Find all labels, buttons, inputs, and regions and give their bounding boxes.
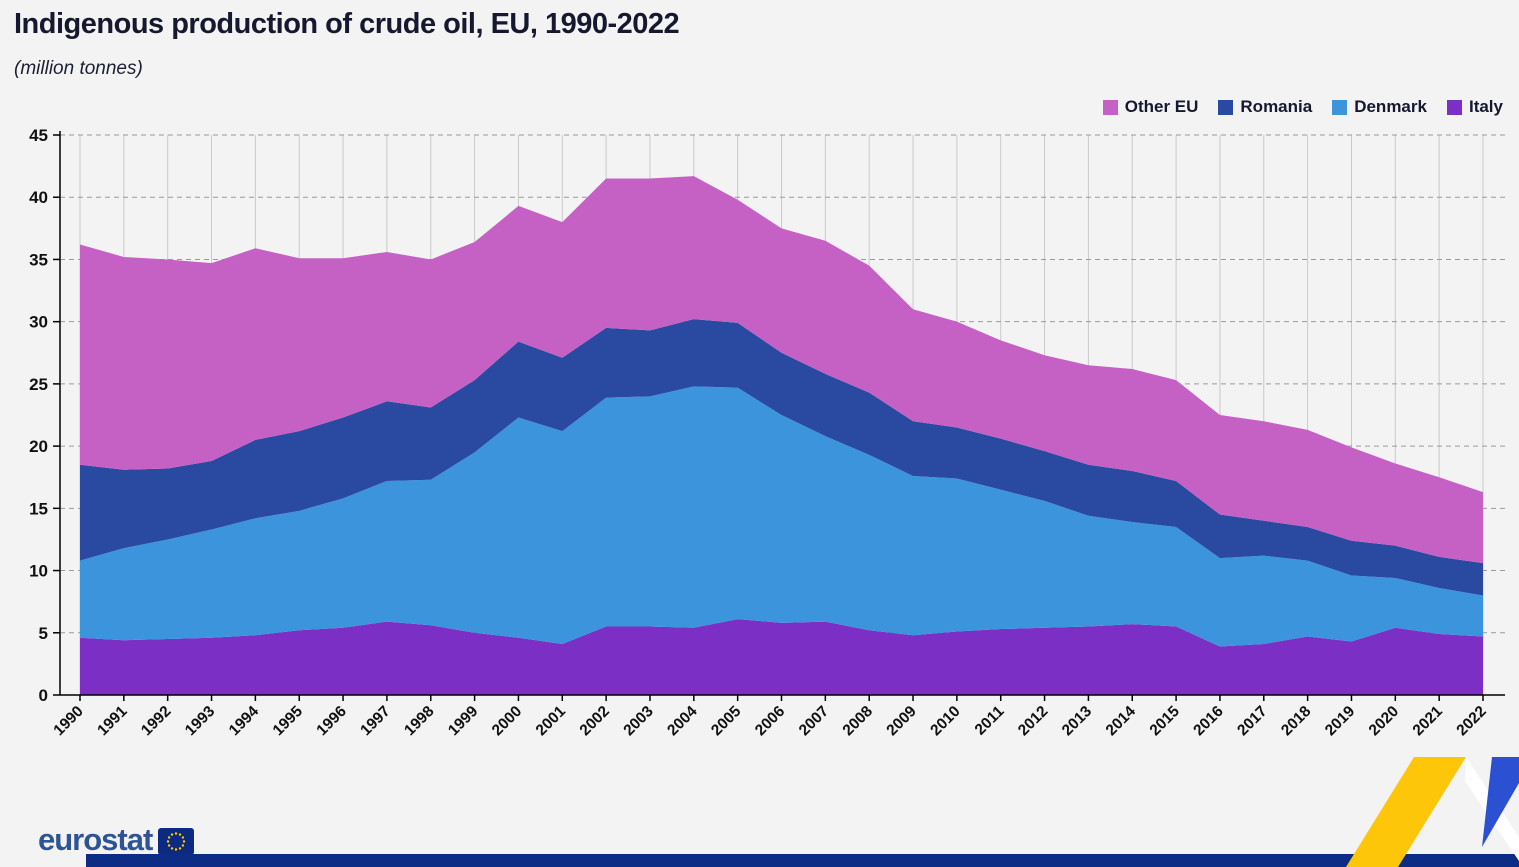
area-italy: [80, 619, 1483, 695]
x-tick-label: 2010: [927, 703, 963, 739]
area-romania: [80, 319, 1483, 596]
y-tick-label: 0: [39, 686, 48, 705]
area-denmark: [80, 386, 1483, 647]
x-tick-label: 2003: [620, 703, 657, 740]
x-tick-label: 2013: [1059, 703, 1096, 740]
y-tick-label: 35: [29, 250, 48, 269]
legend-swatch: [1102, 99, 1118, 115]
eu-flag-stars: [167, 832, 186, 851]
x-tick-label: 1994: [226, 703, 263, 740]
x-tick-label: 2002: [577, 703, 613, 739]
x-tick-label: 2018: [1278, 703, 1315, 740]
y-tick-label: 10: [29, 562, 48, 581]
chart-title: Indigenous production of crude oil, EU, …: [14, 8, 680, 40]
eurostat-wordmark: eurostat: [38, 822, 153, 857]
x-tick-label: 2019: [1322, 703, 1359, 740]
x-tick-label: 1990: [50, 703, 86, 739]
legend-label: Italy: [1468, 97, 1503, 116]
area-other-eu: [80, 176, 1483, 564]
x-tick-label: 2020: [1366, 703, 1402, 739]
x-tick-label: 1998: [401, 703, 438, 740]
x-tick-label: 2008: [840, 703, 877, 740]
chart-subtitle: (million tonnes): [14, 58, 143, 79]
x-tick-label: 2016: [1190, 703, 1227, 740]
footer-bar: [86, 854, 1519, 867]
legend-swatch: [1446, 99, 1462, 115]
y-tick-label: 5: [39, 624, 48, 643]
legend-item-italy: Italy: [1446, 97, 1503, 117]
eurostat-logo: eurostat: [38, 822, 195, 857]
x-tick-label: 2007: [796, 703, 832, 739]
x-tick-label: 2011: [972, 703, 1008, 739]
x-tick-label: 2012: [1015, 703, 1051, 739]
x-tick-label: 1996: [313, 703, 350, 740]
x-tick-label: 2021: [1410, 703, 1447, 740]
x-tick-label: 1993: [182, 703, 219, 740]
legend-label: Romania: [1240, 97, 1313, 116]
x-tick-label: 2000: [489, 703, 525, 739]
legend-item-other-eu: Other EU: [1102, 97, 1199, 117]
x-tick-label: 2015: [1147, 703, 1184, 740]
legend-item-romania: Romania: [1218, 97, 1312, 117]
legend-label: Other EU: [1124, 97, 1199, 116]
x-tick-label: 2017: [1234, 703, 1270, 739]
legend-swatch: [1332, 99, 1348, 115]
x-tick-label: 2004: [664, 703, 701, 740]
y-tick-label: 20: [29, 437, 48, 456]
x-tick-label: 2006: [752, 703, 789, 740]
y-tick-label: 25: [29, 375, 48, 394]
ribbon-blue-band: [1482, 757, 1519, 847]
legend-label: Denmark: [1354, 97, 1427, 116]
x-tick-label: 1995: [270, 703, 307, 740]
x-tick-label: 1997: [357, 703, 393, 739]
x-tick-label: 1999: [445, 703, 482, 740]
x-tick-label: 2005: [708, 703, 745, 740]
x-tick-label: 2014: [1103, 703, 1140, 740]
x-tick-label: 1991: [94, 703, 131, 740]
y-tick-label: 30: [29, 313, 48, 332]
x-tick-label: 2009: [883, 703, 920, 740]
chart-legend: Other EU Romania Denmark Italy: [1102, 97, 1503, 117]
x-tick-label: 1992: [138, 703, 174, 739]
x-tick-label: 2001: [533, 703, 570, 740]
eurostat-ribbon-graphic: [1346, 757, 1519, 867]
legend-swatch: [1218, 99, 1234, 115]
legend-item-denmark: Denmark: [1332, 97, 1427, 117]
y-tick-label: 15: [29, 499, 48, 518]
ribbon-yellow-band: [1346, 757, 1466, 867]
y-tick-label: 40: [29, 188, 48, 207]
eu-flag-icon: [158, 828, 195, 855]
x-tick-label: 2022: [1453, 703, 1489, 739]
y-tick-label: 45: [29, 126, 48, 145]
